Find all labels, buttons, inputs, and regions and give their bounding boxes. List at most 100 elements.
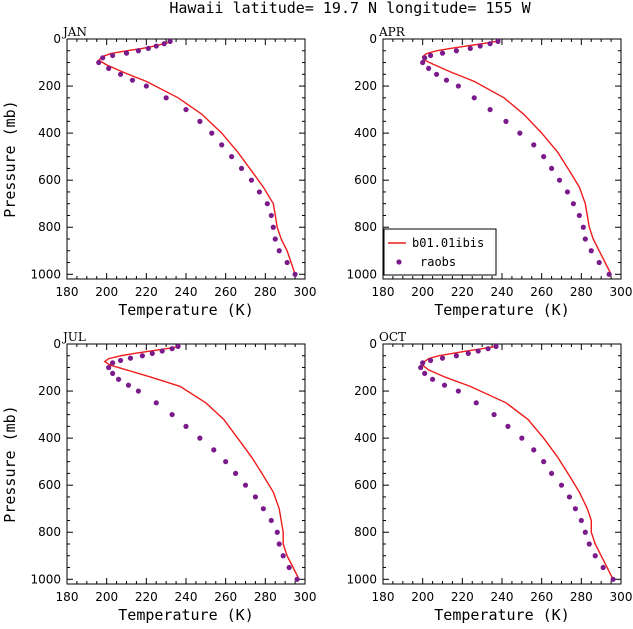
- x-tick-label: 220: [451, 590, 474, 604]
- raobs-point: [453, 353, 459, 359]
- raobs-point: [106, 65, 112, 72]
- raobs-point: [127, 355, 134, 361]
- raobs-point: [149, 350, 155, 357]
- x-tick-label: 240: [491, 590, 514, 604]
- raobs-point: [455, 83, 461, 89]
- y-tick-label: 1000: [30, 572, 61, 586]
- y-tick-label: 400: [354, 126, 377, 140]
- panel-label: JAN: [61, 25, 87, 39]
- x-tick-label: 180: [372, 285, 395, 299]
- raobs-point: [548, 470, 555, 477]
- raobs-point: [242, 482, 249, 488]
- panels: 180 200 220 240 260 280 300 0 200 400 600 800 1000 Te…: [1, 25, 632, 624]
- raobs-point: [219, 142, 225, 148]
- y-axis-label: Pressure (mb): [1, 100, 19, 217]
- raobs-point: [129, 77, 136, 83]
- x-tick-label: 220: [135, 285, 158, 299]
- x-tick-label: 280: [570, 285, 593, 299]
- x-tick-label: 260: [530, 590, 553, 604]
- x-tick-label: 200: [411, 590, 434, 604]
- raobs-point: [161, 41, 167, 47]
- raobs-point: [110, 360, 116, 366]
- raobs-point: [487, 41, 493, 47]
- raobs-point: [517, 130, 523, 136]
- y-tick-label: 0: [369, 32, 377, 46]
- x-tick-label: 220: [135, 590, 158, 604]
- x-axis-label: Temperature (K): [434, 301, 569, 319]
- raobs-point: [428, 52, 434, 59]
- raobs-point: [592, 553, 598, 559]
- raobs-point: [145, 45, 151, 52]
- raobs-point: [467, 45, 473, 52]
- raobs-point: [153, 43, 159, 49]
- x-tick-label: 180: [56, 590, 79, 604]
- raobs-point: [548, 165, 555, 172]
- raobs-point: [487, 106, 493, 113]
- series-line-b01.01ibis: [97, 40, 296, 275]
- y-tick-label: 1000: [30, 267, 61, 281]
- y-tick-label: 200: [38, 79, 61, 93]
- raobs-point: [169, 411, 175, 418]
- raobs-point: [175, 343, 181, 349]
- y-tick-label: 1000: [346, 267, 377, 281]
- raobs-point: [286, 564, 292, 571]
- raobs-point: [556, 177, 563, 183]
- raobs-point: [422, 370, 428, 377]
- raobs-point: [443, 77, 450, 83]
- series-line-b01.01ibis: [103, 345, 300, 580]
- raobs-point: [586, 541, 592, 547]
- plot-frame: [66, 343, 306, 585]
- x-tick-label: 260: [214, 285, 237, 299]
- raobs-point: [135, 48, 141, 54]
- x-tick-label: 300: [610, 285, 633, 299]
- x-tick-label: 260: [214, 590, 237, 604]
- x-tick-label: 200: [95, 590, 118, 604]
- raobs-point: [439, 50, 446, 56]
- raobs-point: [541, 154, 547, 160]
- y-tick-label: 1000: [346, 572, 377, 586]
- raobs-point: [153, 400, 159, 406]
- x-tick-label: 260: [530, 285, 553, 299]
- raobs-point: [531, 142, 537, 148]
- y-tick-label: 800: [354, 220, 377, 234]
- panel-label: JUL: [61, 330, 86, 344]
- y-tick-label: 0: [369, 337, 377, 351]
- raobs-point: [135, 388, 141, 394]
- raobs-point: [274, 529, 280, 535]
- x-tick-label: 280: [254, 590, 277, 604]
- raobs-point: [110, 52, 116, 59]
- raobs-point: [541, 459, 547, 465]
- raobs-point: [183, 423, 189, 429]
- raobs-point: [566, 494, 573, 500]
- x-tick-label: 300: [294, 285, 317, 299]
- x-axis-label: Temperature (K): [118, 606, 253, 624]
- y-tick-label: 0: [53, 32, 61, 46]
- plot-frame: [382, 343, 622, 585]
- y-tick-label: 800: [354, 525, 377, 539]
- raobs-point: [248, 177, 255, 183]
- x-tick-label: 240: [491, 285, 514, 299]
- raobs-point: [276, 541, 282, 547]
- legend-label-marker: raobs: [420, 255, 456, 269]
- raobs-point: [473, 400, 479, 406]
- x-tick-label: 300: [610, 590, 633, 604]
- raobs-point: [256, 189, 262, 195]
- legend-marker-swatch: [396, 259, 402, 265]
- panel-jan: 180 200 220 240 260 280 300 0 200 400 600 800 1000 Te…: [1, 25, 316, 319]
- y-tick-label: 400: [38, 126, 61, 140]
- raobs-point: [139, 353, 145, 359]
- y-tick-label: 0: [53, 337, 61, 351]
- y-tick-label: 800: [38, 220, 61, 234]
- raobs-point: [167, 38, 173, 44]
- raobs-point: [183, 106, 189, 113]
- raobs-point: [505, 423, 511, 429]
- x-tick-label: 220: [451, 285, 474, 299]
- raobs-point: [503, 118, 509, 124]
- x-tick-label: 180: [372, 590, 395, 604]
- raobs-point: [455, 388, 461, 394]
- y-tick-label: 200: [354, 384, 377, 398]
- raobs-point: [493, 343, 499, 349]
- series-line-b01.01ibis: [421, 40, 612, 275]
- x-tick-label: 200: [95, 285, 118, 299]
- raobs-point: [420, 360, 426, 366]
